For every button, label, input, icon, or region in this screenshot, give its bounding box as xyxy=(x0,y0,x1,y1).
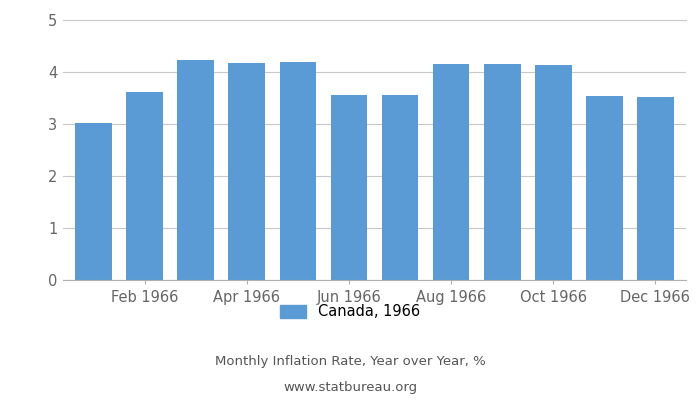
Bar xyxy=(637,97,673,280)
Text: Monthly Inflation Rate, Year over Year, %: Monthly Inflation Rate, Year over Year, … xyxy=(215,356,485,368)
Bar xyxy=(382,95,419,280)
Bar xyxy=(126,92,163,280)
Bar xyxy=(228,63,265,280)
Bar xyxy=(535,65,572,280)
Bar xyxy=(433,64,470,280)
Bar xyxy=(177,60,214,280)
Bar xyxy=(484,64,521,280)
Bar xyxy=(76,123,112,280)
Bar xyxy=(279,62,316,280)
Legend: Canada, 1966: Canada, 1966 xyxy=(274,299,426,325)
Bar xyxy=(586,96,623,280)
Text: www.statbureau.org: www.statbureau.org xyxy=(283,381,417,394)
Bar xyxy=(330,95,368,280)
